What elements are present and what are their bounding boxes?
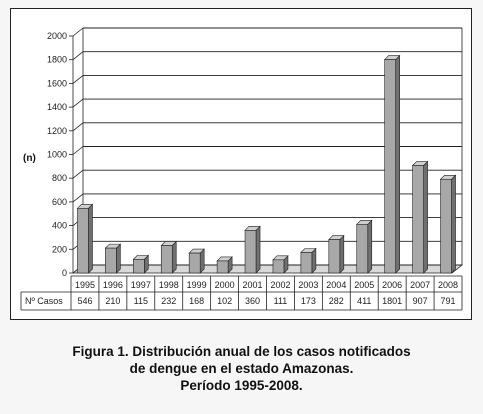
table-value-cell: 791 bbox=[441, 296, 456, 306]
bar bbox=[300, 247, 317, 274]
bar bbox=[383, 54, 401, 274]
y-tick-label: 400 bbox=[52, 221, 67, 231]
bar-face bbox=[272, 259, 285, 274]
bar bbox=[104, 243, 122, 274]
bar bbox=[76, 203, 94, 274]
x-tick-label: 1996 bbox=[103, 280, 123, 290]
x-tick-label: 2004 bbox=[326, 280, 346, 290]
bar-face bbox=[160, 245, 173, 274]
caption-line-3: Período 1995-2008. bbox=[180, 378, 303, 393]
x-tick-label: 1997 bbox=[131, 280, 151, 290]
x-tick-label: 2006 bbox=[382, 280, 402, 290]
bar bbox=[216, 256, 233, 274]
bar bbox=[439, 174, 457, 274]
x-tick-label: 1995 bbox=[75, 280, 95, 290]
table-value-cell: 1801 bbox=[382, 296, 402, 306]
table-value-cell: 115 bbox=[134, 296, 148, 306]
table-row-header: Nº Casos bbox=[25, 296, 63, 306]
y-tick-label: 1000 bbox=[47, 150, 67, 160]
bar-side bbox=[88, 203, 93, 274]
bar-face bbox=[77, 207, 89, 274]
bar-side bbox=[339, 234, 345, 274]
bar-side bbox=[255, 225, 261, 274]
caption-line-2: de dengue en el estado Amazonas. bbox=[129, 361, 354, 376]
y-tick-label: 200 bbox=[52, 244, 67, 254]
x-tick-label: 2000 bbox=[215, 280, 235, 290]
bar-face bbox=[356, 223, 369, 274]
y-axis-ticks: 0 200 400 600 800 1000 1200 1400 1600 1800 2000 bbox=[47, 31, 73, 278]
bar-side bbox=[171, 240, 177, 274]
x-tick-label: 2005 bbox=[354, 280, 374, 290]
bar bbox=[328, 234, 345, 274]
bar-side bbox=[116, 243, 121, 274]
bar-side bbox=[367, 219, 373, 274]
data-table: Nº Casos 1995 546 1996 210 1997 115 1998 232 1999… bbox=[20, 275, 463, 311]
x-tick-label: 2001 bbox=[243, 280, 263, 290]
y-tick-label: 1400 bbox=[47, 102, 67, 112]
x-tick-label: 2007 bbox=[410, 280, 430, 290]
bar-face bbox=[412, 165, 424, 274]
bar-face bbox=[328, 239, 341, 274]
x-tick-label: 2008 bbox=[438, 280, 458, 290]
bar-face bbox=[188, 252, 201, 274]
bar-face bbox=[300, 252, 313, 274]
bar-face bbox=[384, 59, 396, 274]
table-value-cell: 111 bbox=[274, 296, 288, 306]
table-value-cell: 360 bbox=[245, 296, 260, 306]
gridline-diag bbox=[72, 193, 84, 203]
bar-side bbox=[395, 54, 400, 274]
y-tick-label: 0 bbox=[62, 268, 67, 278]
bar-side bbox=[451, 174, 456, 274]
bars bbox=[76, 54, 457, 274]
x-tick-label: 2003 bbox=[298, 280, 318, 290]
bar-face bbox=[440, 178, 452, 274]
y-tick-label: 1200 bbox=[47, 126, 67, 136]
chart-frame: 0 200 400 600 800 1000 1200 1400 1600 1800 2000 Nº… bbox=[10, 8, 472, 320]
x-tick-label: 1998 bbox=[159, 280, 179, 290]
bar bbox=[356, 219, 373, 274]
table-value-cell: 282 bbox=[329, 296, 344, 306]
y-tick-label: 1800 bbox=[47, 55, 67, 65]
gridline-diag bbox=[72, 98, 84, 108]
bar bbox=[160, 240, 177, 274]
table-value-cell: 907 bbox=[413, 296, 428, 306]
gridlines bbox=[71, 27, 464, 274]
table-value-cell: 411 bbox=[357, 296, 371, 306]
y-tick-label: 600 bbox=[52, 197, 67, 207]
bar-face bbox=[244, 230, 257, 274]
bar bbox=[244, 225, 261, 274]
y-tick-label: 800 bbox=[52, 173, 67, 183]
x-tick-label: 1999 bbox=[187, 280, 207, 290]
figure-caption: Figura 1. Distribución anual de los caso… bbox=[0, 343, 483, 394]
y-axis-label: (n) bbox=[23, 153, 36, 164]
bar bbox=[272, 255, 289, 274]
gridline-diag bbox=[72, 27, 84, 37]
y-tick-label: 1600 bbox=[47, 78, 67, 88]
bar bbox=[188, 248, 205, 274]
bar-face bbox=[105, 247, 117, 274]
bar-chart: 0 200 400 600 800 1000 1200 1400 1600 1800 2000 Nº… bbox=[20, 27, 464, 311]
table-value-cell: 232 bbox=[161, 296, 176, 306]
bar-face bbox=[133, 259, 145, 274]
bar-side bbox=[423, 160, 428, 274]
gridline-diag bbox=[72, 75, 84, 84]
y-tick-label: 2000 bbox=[47, 31, 67, 41]
table-value-cell: 102 bbox=[217, 296, 232, 306]
bar bbox=[132, 254, 150, 274]
table-value-cell: 173 bbox=[301, 296, 316, 306]
gridline-diag bbox=[72, 169, 84, 179]
bar-face bbox=[216, 260, 229, 274]
x-tick-label: 2002 bbox=[270, 280, 290, 290]
table-value-cell: 546 bbox=[77, 296, 92, 306]
gridline-diag bbox=[72, 146, 84, 155]
gridline-diag bbox=[72, 51, 84, 61]
table-value-cell: 210 bbox=[105, 296, 120, 306]
bar bbox=[411, 160, 429, 274]
caption-line-1: Figura 1. Distribución anual de los caso… bbox=[72, 344, 411, 359]
table-value-cell: 168 bbox=[189, 296, 204, 306]
plot-floor bbox=[71, 264, 464, 274]
gridline-diag bbox=[72, 122, 84, 132]
